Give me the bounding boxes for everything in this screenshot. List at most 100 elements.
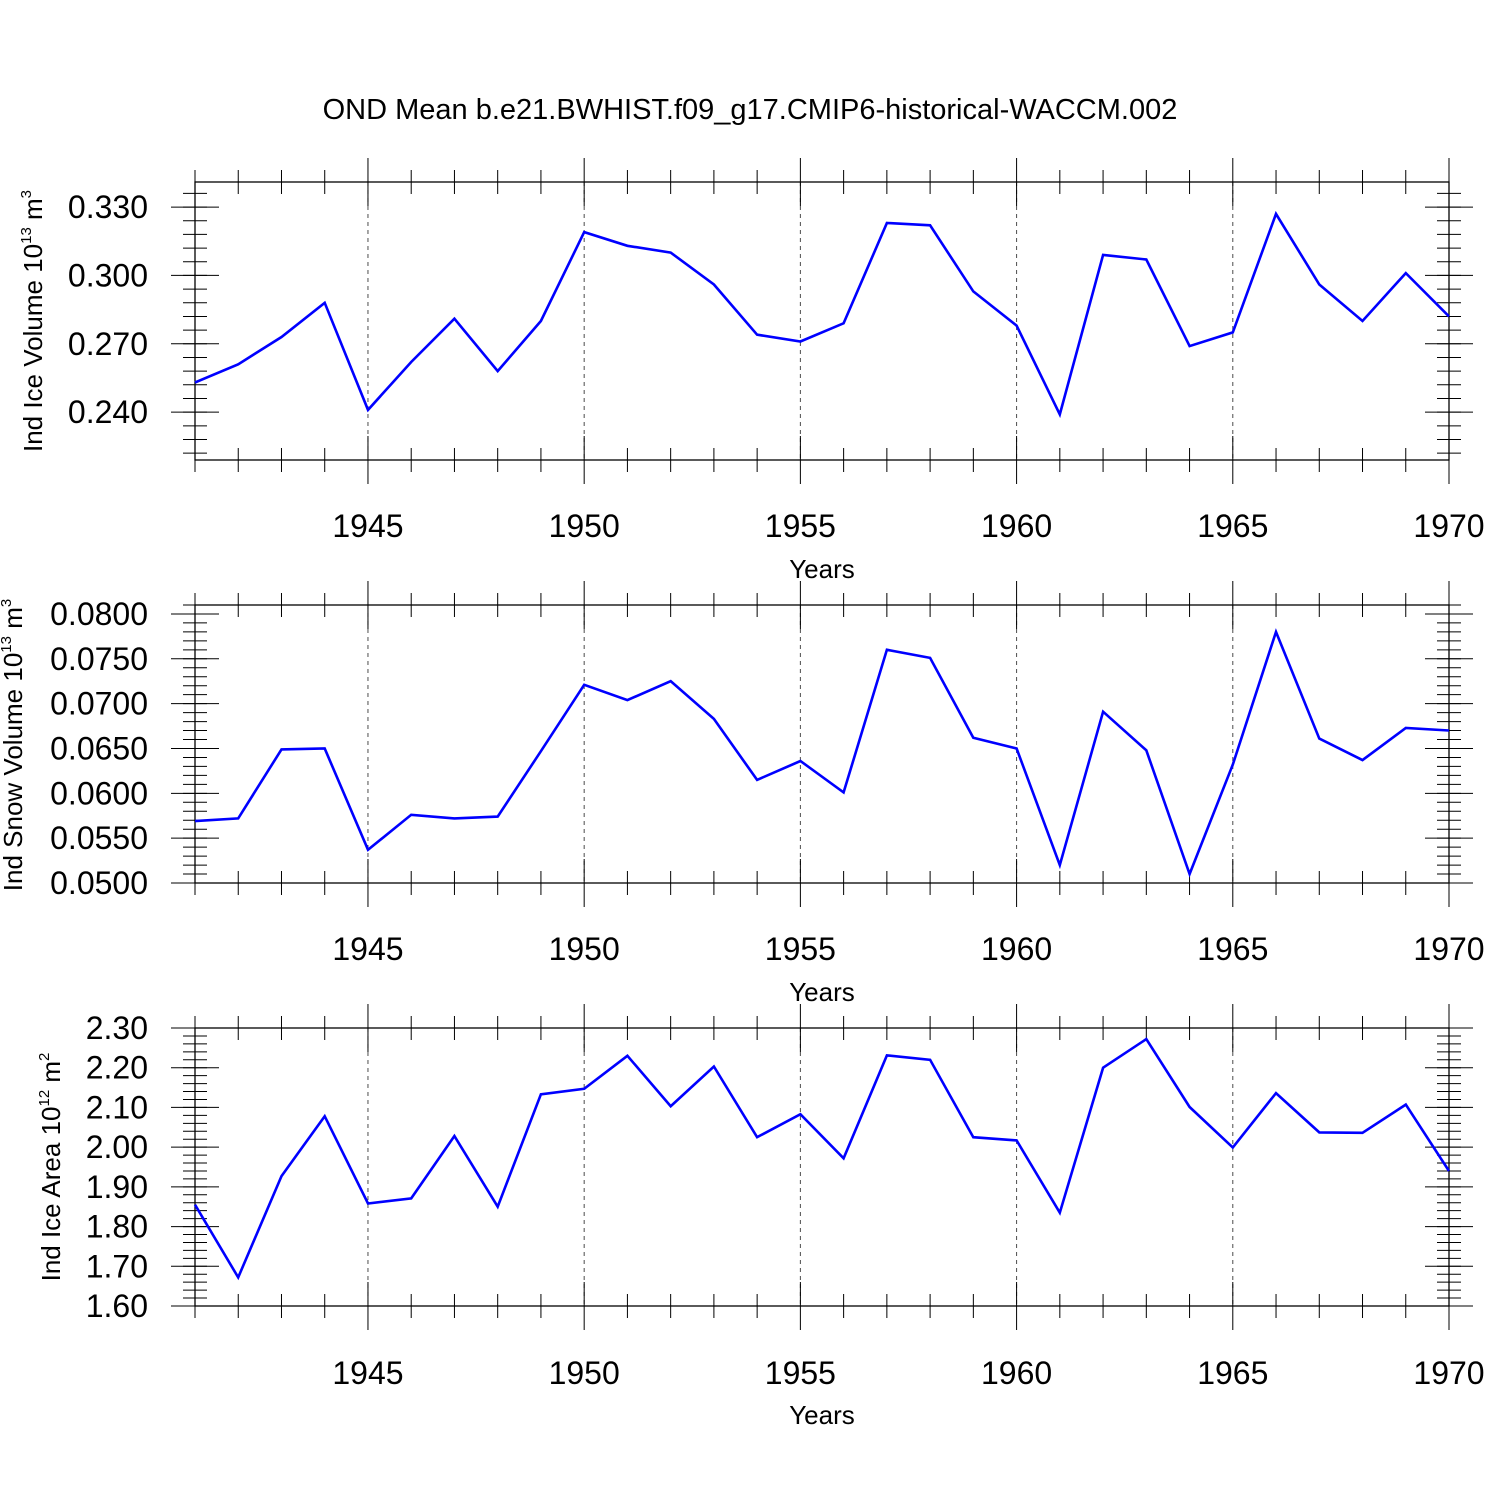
data-point bbox=[496, 1205, 500, 1209]
y-tick-label: 0.300 bbox=[68, 257, 148, 293]
data-point bbox=[193, 819, 197, 823]
data-point bbox=[1231, 1146, 1235, 1150]
data-point bbox=[236, 1275, 240, 1279]
data-point bbox=[798, 340, 802, 344]
y-title-text: Ind Ice Volume 10 bbox=[18, 244, 48, 452]
data-point bbox=[1361, 1131, 1365, 1135]
x-tick-label: 1965 bbox=[1197, 508, 1268, 544]
data-point bbox=[1317, 1130, 1321, 1134]
x-tick-label: 1950 bbox=[549, 931, 620, 967]
x-tick-label: 1970 bbox=[1413, 1355, 1484, 1391]
data-point bbox=[798, 1112, 802, 1116]
data-point bbox=[885, 1053, 889, 1057]
y-tick-label: 2.30 bbox=[86, 1010, 148, 1046]
y-title-exponent: 13 bbox=[18, 227, 35, 244]
y-title-text: Ind Snow Volume 10 bbox=[0, 653, 28, 892]
data-point bbox=[1058, 863, 1062, 867]
ice-area-panel: 1.60 1.701.80 1.90 2.00 2.102.20 2.30 1945 1950… bbox=[36, 1004, 1485, 1430]
data-point bbox=[496, 369, 500, 373]
y-tick-label: 1.70 bbox=[86, 1248, 148, 1284]
data-point bbox=[1404, 726, 1408, 730]
y-title-unit-exponent: 3 bbox=[0, 599, 15, 607]
x-tick-label: 1970 bbox=[1413, 931, 1484, 967]
data-point bbox=[1058, 1211, 1062, 1215]
x-tick-label: 1960 bbox=[981, 931, 1052, 967]
y-axis-title: Ind Ice Area 1012 m2 bbox=[36, 1053, 66, 1282]
data-point bbox=[1144, 1037, 1148, 1041]
y-tick-label: 0.0500 bbox=[50, 865, 148, 901]
x-axis-title: Years bbox=[789, 977, 855, 1007]
data-point bbox=[193, 381, 197, 385]
data-point bbox=[971, 289, 975, 293]
data-point bbox=[1144, 257, 1148, 261]
data-point bbox=[366, 408, 370, 412]
data-point bbox=[1231, 763, 1235, 767]
data-point bbox=[755, 333, 759, 337]
data-point bbox=[1361, 319, 1365, 323]
data-point bbox=[712, 283, 716, 287]
data-point bbox=[409, 813, 413, 817]
data-point bbox=[1447, 729, 1451, 733]
y-tick-label: 1.90 bbox=[86, 1169, 148, 1205]
data-point bbox=[1404, 271, 1408, 275]
data-point bbox=[842, 1156, 846, 1160]
y-tick-label: 0.0800 bbox=[50, 596, 148, 632]
x-tick-label: 1945 bbox=[332, 931, 403, 967]
data-point bbox=[669, 251, 673, 255]
x-tick-label: 1945 bbox=[332, 1355, 403, 1391]
y-tick-label: 0.0750 bbox=[50, 641, 148, 677]
y-title-exponent: 12 bbox=[36, 1090, 53, 1107]
series-line bbox=[194, 210, 1450, 419]
data-point bbox=[625, 244, 629, 248]
data-point bbox=[798, 759, 802, 763]
data-point bbox=[669, 679, 673, 683]
data-point bbox=[582, 230, 586, 234]
y-title-unit-exponent: 2 bbox=[36, 1053, 53, 1061]
data-point bbox=[625, 1054, 629, 1058]
data-point bbox=[279, 335, 283, 339]
data-point bbox=[971, 1135, 975, 1139]
x-tick-label: 1945 bbox=[332, 508, 403, 544]
series-line bbox=[193, 1037, 1451, 1281]
y-tick-label: 0.270 bbox=[68, 326, 148, 362]
data-point bbox=[842, 790, 846, 794]
data-point bbox=[452, 816, 456, 820]
data-point bbox=[323, 301, 327, 305]
data-point bbox=[712, 717, 716, 721]
x-tick-label: 1955 bbox=[765, 931, 836, 967]
data-point bbox=[1447, 314, 1451, 318]
data-point bbox=[1015, 324, 1019, 328]
y-tick-label: 1.60 bbox=[86, 1288, 148, 1324]
x-tick-label: 1960 bbox=[981, 1355, 1052, 1391]
data-point bbox=[1188, 872, 1192, 876]
data-point bbox=[755, 778, 759, 782]
data-point bbox=[409, 1196, 413, 1200]
data-point bbox=[1274, 630, 1278, 634]
x-tick-label: 1950 bbox=[549, 1355, 620, 1391]
y-tick-label: 0.0550 bbox=[50, 820, 148, 856]
data-point bbox=[323, 1114, 327, 1118]
data-point bbox=[1015, 746, 1019, 750]
data-point bbox=[928, 656, 932, 660]
y-tick-label: 0.0600 bbox=[50, 775, 148, 811]
plot-frame bbox=[194, 1027, 1450, 1307]
data-point bbox=[452, 1134, 456, 1138]
data-point bbox=[755, 1135, 759, 1139]
data-point bbox=[885, 648, 889, 652]
data-point bbox=[452, 317, 456, 321]
data-point bbox=[1274, 1091, 1278, 1095]
data-point bbox=[971, 736, 975, 740]
data-point bbox=[1404, 1103, 1408, 1107]
data-point bbox=[236, 816, 240, 820]
snow-volume-panel: 0.0500 0.0550 0.0600 0.0650 0.0700 0.0750 0.08… bbox=[0, 581, 1485, 1007]
data-point bbox=[582, 683, 586, 687]
y-title-unit-exponent: 3 bbox=[18, 190, 35, 198]
data-point bbox=[928, 223, 932, 227]
data-point bbox=[928, 1058, 932, 1062]
y-title-text: Ind Ice Area 10 bbox=[36, 1107, 66, 1282]
data-point bbox=[279, 1174, 283, 1178]
data-point bbox=[496, 815, 500, 819]
data-point bbox=[1317, 737, 1321, 741]
data-point bbox=[409, 360, 413, 364]
